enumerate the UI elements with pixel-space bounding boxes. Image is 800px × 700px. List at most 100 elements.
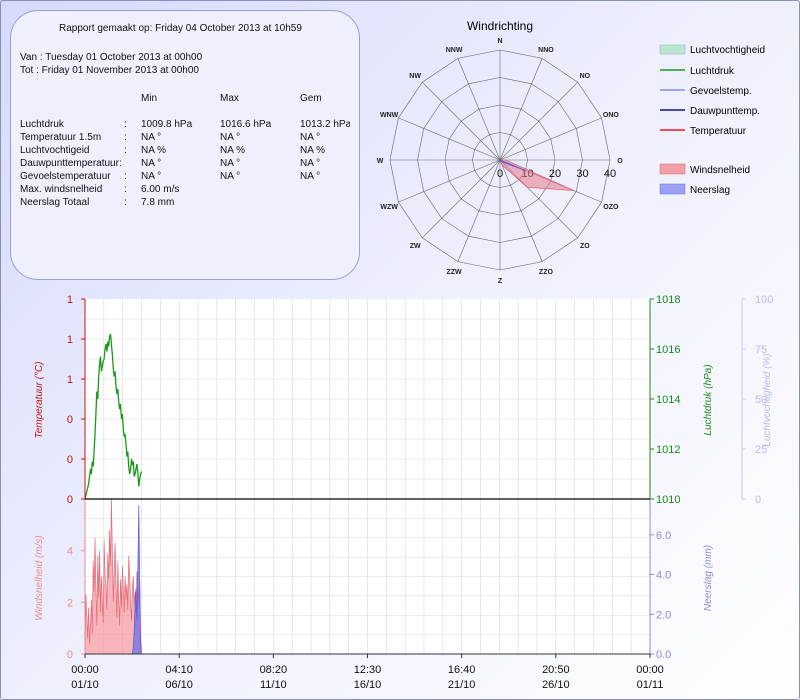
tick-label-luchtvochtigheid: 25 (755, 444, 767, 456)
tick-label-temperatuur: 0 (67, 454, 73, 466)
legend-label: Temperatuur (690, 126, 747, 137)
col-header-max: Max (220, 93, 239, 104)
radar-direction-label: N (497, 38, 502, 45)
row-avg: NA ° (300, 171, 321, 182)
axis-title-luchtdruk: Luchtdruk (hPa) (703, 364, 714, 435)
legend-label: Windsnelheid (690, 165, 750, 176)
summary-panel: Rapport gemaakt op: Friday 04 October 20… (10, 10, 360, 280)
tick-label-neerslag: 0.0 (656, 649, 671, 661)
legend-label: Luchtdruk (690, 66, 735, 77)
axis-title-neerslag: Neerslag (mm) (703, 545, 714, 611)
radar-spoke (422, 159, 501, 238)
legend-label: Luchtvochtigheid (690, 45, 765, 56)
radar-direction-label: OZO (603, 204, 619, 211)
x-tick-label-time: 00:00 (636, 664, 664, 676)
series-area-neerslag (132, 504, 142, 655)
radar-spoke (499, 82, 578, 161)
tick-label-temperatuur: 0 (67, 494, 73, 506)
row-min: NA ° (141, 158, 162, 169)
x-tick-label-date: 01/10 (71, 679, 99, 691)
row-label: Luchtdruk (20, 119, 64, 130)
row-label: Luchtvochtigeid (20, 145, 90, 156)
tick-label-neerslag: 4.0 (656, 570, 671, 582)
x-tick-label-time: 00:00 (71, 664, 99, 676)
tick-label-luchtvochtigheid: 50 (755, 394, 767, 406)
radar-direction-label: ZW (410, 243, 421, 250)
tick-label-luchtdruk: 1012 (656, 444, 680, 456)
report-to: Tot : Friday 01 November 2013 at 00h00 (20, 65, 199, 76)
legend-swatch-luchtvochtigheid (659, 44, 686, 55)
row-max: NA % (220, 145, 246, 156)
x-tick-label-time: 12:30 (354, 664, 382, 676)
extra-label: Max. windsnelheid (20, 184, 103, 195)
radar-spoke (398, 159, 501, 203)
wind-direction-radar: NNNONOONOOOZOZOZZOZZZWZWWZWWWNWNWNNW0102… (377, 38, 624, 285)
radar-tick-label: 40 (604, 168, 616, 180)
tick-label-luchtvochtigheid: 75 (755, 344, 767, 356)
x-tick-label-time: 04:10 (165, 664, 193, 676)
timeseries-series (84, 333, 143, 655)
legend-label: Gevoelstemp. (690, 86, 752, 97)
tick-label-neerslag: 6.0 (656, 530, 671, 542)
tick-label-neerslag: 2.0 (656, 609, 671, 621)
radar-direction-label: WZW (380, 204, 398, 211)
x-tick-label-date: 11/10 (260, 679, 287, 691)
radar-direction-label: ZO (580, 243, 590, 250)
radar-direction-label: NNW (446, 47, 463, 54)
row-avg: 1013.2 hPa (300, 119, 350, 130)
row-max: NA ° (220, 171, 241, 182)
row-avg: NA ° (300, 158, 321, 169)
radar-spoke (457, 159, 501, 262)
legend-label: Dauwpunttemp. (690, 106, 760, 117)
tick-label-luchtvochtigheid: 0 (755, 494, 761, 506)
row-max: 1016.6 hPa (220, 119, 272, 130)
row-avg: NA ° (300, 132, 321, 143)
axis-title-luchtvochtigheid: Luchtvochtigheid (%) (762, 353, 773, 446)
radar-tick-label: 20 (549, 168, 561, 180)
row-max: NA ° (220, 158, 241, 169)
radar-direction-label: ONO (603, 112, 620, 119)
radar-direction-label: Z (498, 278, 503, 285)
tick-label-luchtdruk: 1018 (656, 294, 680, 306)
radar-series-neerslag (499, 159, 526, 171)
radar-spoke (457, 58, 501, 161)
row-min: NA % (141, 145, 167, 156)
series-line-luchtdruk (84, 333, 143, 500)
x-tick-label-date: 21/10 (448, 679, 476, 691)
radar-tick-label: 30 (576, 168, 588, 180)
row-sep: : (124, 119, 127, 130)
x-tick-label-date: 01/11 (637, 679, 664, 691)
legend-swatch-windsnelheid (659, 163, 686, 175)
legend-label: Neerslag (690, 185, 730, 196)
x-tick-label-time: 20:50 (542, 664, 570, 676)
tick-label-luchtdruk: 1010 (656, 494, 680, 506)
row-min: 1009.8 hPa (141, 119, 193, 130)
row-label: Dauwpunttemperatuur: (20, 158, 122, 169)
tick-label-luchtdruk: 1016 (656, 344, 680, 356)
report-generated: Rapport gemaakt op: Friday 04 October 20… (59, 23, 302, 34)
tick-label-luchtdruk: 1014 (656, 394, 680, 406)
radar-direction-label: NW (409, 73, 421, 80)
x-tick-label-date: 16/10 (354, 679, 382, 691)
radar-direction-label: O (617, 158, 623, 165)
row-sep: : (124, 145, 127, 156)
radar-spoke (499, 159, 543, 262)
radar-direction-label: WNW (380, 112, 399, 119)
tick-label-windsnelheid: 2 (67, 597, 73, 609)
tick-label-temperatuur: 1 (67, 374, 73, 386)
extra-sep: : (124, 184, 127, 195)
radar-direction-label: ZZO (539, 269, 554, 276)
extra-value: 7.8 mm (141, 197, 175, 208)
timeseries-grid (85, 299, 650, 654)
radar-direction-label: ZZW (446, 269, 462, 276)
radar-spoke (398, 117, 501, 161)
radar-direction-label: NO (580, 73, 591, 80)
tick-label-temperatuur: 1 (67, 334, 73, 346)
col-header-min: Min (141, 93, 158, 104)
x-tick-label-date: 26/10 (542, 679, 570, 691)
radar-spoke (422, 82, 501, 161)
col-header-avg: Gem (300, 93, 322, 104)
series-area-windsnelheid (84, 498, 142, 655)
row-sep: : (124, 171, 127, 182)
tick-label-windsnelheid: 0 (67, 649, 73, 661)
